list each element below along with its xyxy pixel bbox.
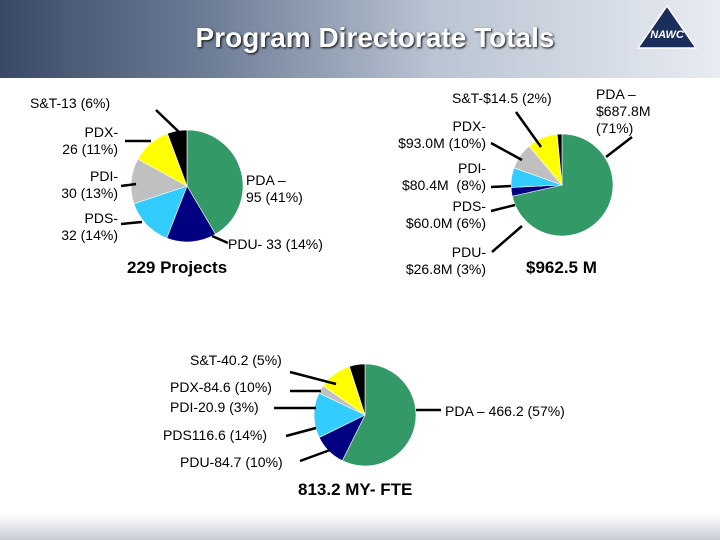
- leader-line: [120, 220, 143, 226]
- leader-line: [120, 182, 137, 188]
- slice-label: S&T-$14.5 (2%): [452, 90, 552, 106]
- total-label: $962.5 M: [526, 258, 597, 277]
- leader-line: [490, 184, 512, 189]
- leader-line: [490, 141, 523, 162]
- slice-label: PDS- $60.0M (6%): [405, 198, 486, 231]
- pie-slice: [556, 133, 563, 186]
- slice-label: S&T-13 (6%): [30, 95, 111, 111]
- pie-slice: [166, 185, 216, 243]
- slice-label: PDS- 32 (14%): [61, 210, 118, 243]
- leader-line: [289, 370, 337, 386]
- slice-label: S&T-40.2 (5%): [190, 352, 282, 368]
- total-label: 813.2 MY- FTE: [298, 480, 413, 499]
- slice-label: PDI- 30 (13%): [61, 168, 118, 201]
- leader-line: [211, 234, 229, 245]
- slice-label: PDA – 95 (41%): [246, 172, 303, 205]
- leader-line: [605, 136, 633, 158]
- leader-line: [491, 225, 523, 253]
- leader-line: [514, 111, 543, 148]
- slide-title: Program Directorate Totals: [195, 22, 555, 53]
- footer: [0, 514, 720, 540]
- leader-line: [155, 109, 181, 134]
- slice-label: PDI-20.9 (3%): [170, 399, 259, 415]
- leader-line: [299, 448, 331, 463]
- slice-label: PDA – 466.2 (57%): [445, 403, 565, 419]
- pie-slice: [511, 133, 614, 237]
- slice-label: PDU- 33 (14%): [228, 236, 323, 252]
- banner: [0, 0, 720, 78]
- slice-label: PDA – $687.8M (71%): [596, 86, 651, 136]
- slice-label: PDS116.6 (14%): [163, 427, 268, 443]
- slice-label: PDX- 26 (11%): [62, 124, 118, 157]
- leader-line: [490, 203, 516, 213]
- slice-label: PDI- $80.4M (8%): [401, 160, 486, 193]
- logo: NAWC: [636, 4, 698, 49]
- slice-label: PDX-84.6 (10%): [170, 379, 272, 395]
- total-label: 229 Projects: [127, 258, 228, 277]
- slice-label: PDU-84.7 (10%): [180, 454, 283, 470]
- slice-label: PDX- $93.0M (10%): [398, 118, 486, 151]
- pie-slice: [186, 129, 244, 235]
- leader-line: [285, 426, 317, 438]
- logo-text: NAWC: [650, 29, 685, 41]
- pie-slice: [341, 363, 417, 467]
- slice-label: PDU- $26.8M (3%): [405, 244, 486, 277]
- pie-slice: [349, 363, 366, 416]
